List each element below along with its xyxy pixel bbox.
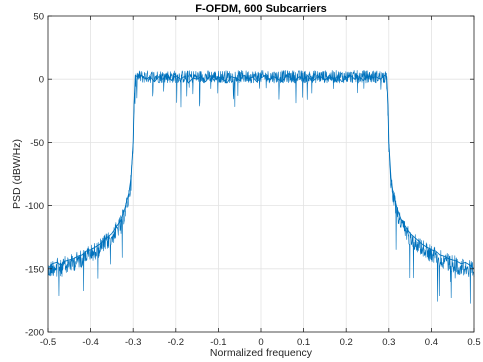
x-axis-label: Normalized frequency xyxy=(210,347,313,359)
y-axis-label: PSD (dBW/Hz) xyxy=(11,139,23,209)
y-tick-label: -150 xyxy=(25,264,44,275)
x-tick-label: 0 xyxy=(258,337,263,348)
x-tick-label: -0.1 xyxy=(210,337,226,348)
y-tick-label: 0 xyxy=(39,75,44,86)
x-tick-label: -0.2 xyxy=(168,337,184,348)
y-tick-label: 50 xyxy=(33,12,44,23)
x-tick-label: 0.3 xyxy=(382,337,395,348)
x-tick-label: 0.4 xyxy=(425,337,438,348)
x-tick-label: 0.1 xyxy=(297,337,310,348)
x-tick-label: -0.5 xyxy=(40,337,56,348)
x-tick-label: -0.4 xyxy=(82,337,98,348)
chart-title: F-OFDM, 600 Subcarriers xyxy=(195,3,326,15)
psd-series-line xyxy=(47,73,475,270)
x-tick-label: 0.2 xyxy=(340,337,353,348)
y-tick-label: -50 xyxy=(30,138,44,149)
x-tick-label: 0.5 xyxy=(467,337,480,348)
y-tick-label: -200 xyxy=(25,328,44,339)
axis-ticks: -0.5 -0.4 -0.3 -0.2 -0.1 0 0.1 0.2 0.3 0.4 0.5 -200… xyxy=(25,12,481,349)
data-layer xyxy=(47,70,475,304)
y-tick-label: -100 xyxy=(25,201,44,212)
x-tick-label: -0.3 xyxy=(125,337,141,348)
psd-noise-trace xyxy=(47,70,475,304)
